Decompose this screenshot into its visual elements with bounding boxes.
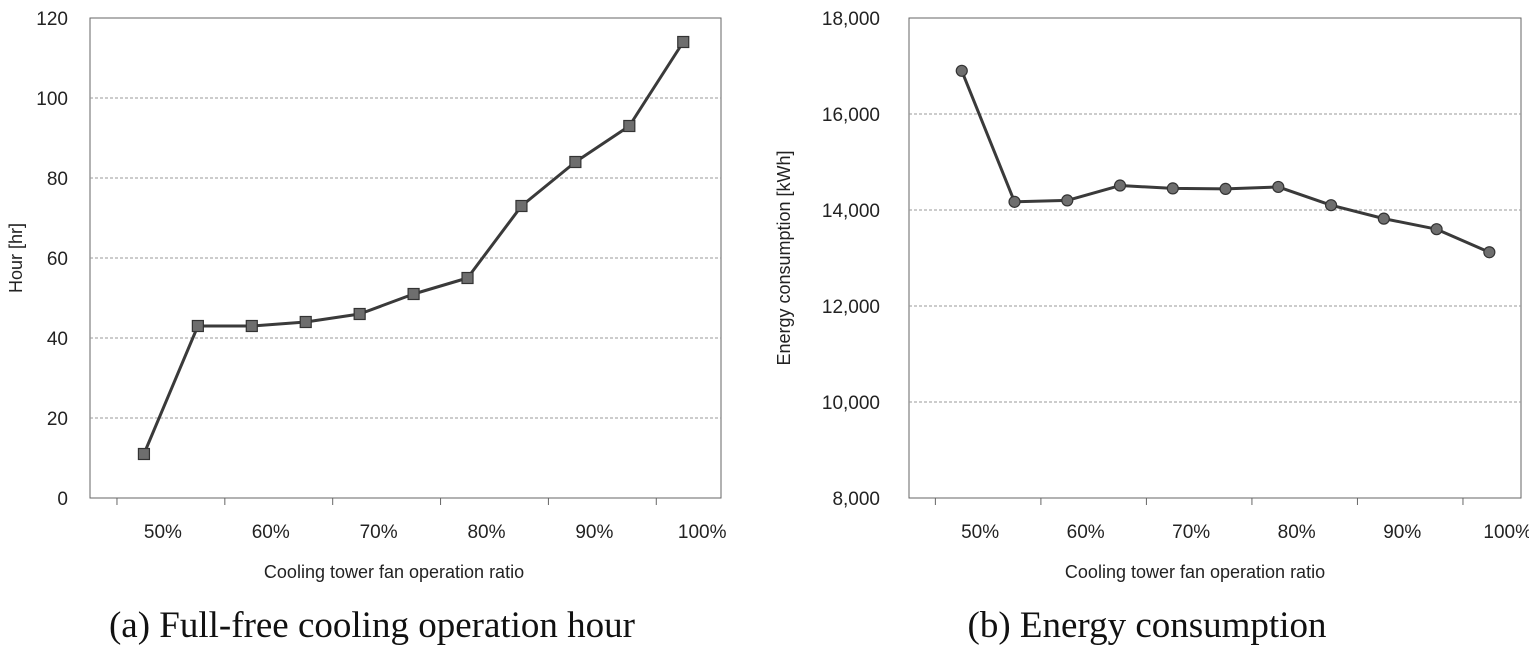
x-tick-label: 60%: [1067, 522, 1105, 543]
data-point: [1008, 195, 1021, 208]
data-point: [1377, 212, 1390, 225]
x-tick-label: 70%: [360, 522, 398, 543]
y-tick-label: 100: [36, 89, 68, 110]
plot-area-b: [908, 17, 1522, 499]
data-point: [1219, 182, 1232, 195]
series-a: [137, 35, 690, 461]
data-point: [677, 35, 690, 49]
data-point: [569, 155, 582, 169]
x-tick-label: 90%: [1383, 522, 1421, 543]
y-tick-label: 20: [47, 409, 68, 430]
x-axis-label-b: Cooling tower fan operation ratio: [1065, 562, 1325, 582]
data-point: [955, 64, 968, 77]
chart-title-b: (b) Energy consumption: [968, 605, 1327, 646]
y-tick-label: 40: [47, 329, 68, 350]
x-tick-labels-b: 50% 60% 70% 80% 90% 100%: [934, 498, 1529, 543]
y-tick-label: 8,000: [832, 489, 880, 510]
gridlines-a: [90, 97, 721, 419]
data-point: [461, 271, 474, 285]
y-tick-label: 80: [47, 169, 68, 190]
data-point: [1272, 180, 1285, 194]
data-point: [1166, 182, 1179, 195]
data-point: [137, 447, 151, 461]
y-tick-label: 60: [47, 249, 68, 270]
chart-title-a: (a) Full-free cooling operation hour: [109, 605, 635, 646]
x-tick-label: 80%: [1278, 522, 1316, 543]
data-point: [623, 119, 636, 133]
data-point: [1430, 223, 1443, 236]
data-point: [353, 307, 366, 321]
y-axis-label-a: Hour [hr]: [6, 223, 26, 293]
y-tick-label: 14,000: [822, 201, 880, 222]
data-point: [1324, 199, 1338, 212]
y-tick-labels-b: 8,000 10,000 12,000 14,000 16,000 18,000: [822, 9, 880, 510]
y-tick-label: 0: [57, 489, 68, 510]
x-tick-label: 90%: [575, 522, 613, 543]
data-point: [1483, 246, 1496, 259]
y-tick-labels-a: 0 20 40 60 80 100 120: [36, 9, 68, 510]
data-point: [1113, 179, 1127, 192]
x-axis-label-a: Cooling tower fan operation ratio: [264, 562, 524, 582]
x-tick-label: 50%: [961, 522, 999, 543]
data-point: [515, 199, 528, 213]
data-point: [407, 287, 420, 301]
gridlines-b: [909, 113, 1521, 403]
y-tick-label: 16,000: [822, 105, 880, 126]
series-b: [955, 64, 1496, 259]
chart-panel-a: 0 20 40 60 80 100 120 50% 60% 70% 80% 90% 100% Cool…: [6, 9, 727, 646]
data-point: [191, 319, 204, 333]
data-point: [299, 315, 312, 329]
y-tick-label: 18,000: [822, 9, 880, 30]
x-tick-label: 100%: [1483, 522, 1529, 543]
y-axis-label-b: Energy consumption [kWh]: [774, 150, 794, 365]
y-tick-label: 12,000: [822, 297, 880, 318]
chart-panel-b: 8,000 10,000 12,000 14,000 16,000 18,000 50% 6…: [774, 9, 1529, 646]
y-tick-label: 10,000: [822, 393, 880, 414]
x-tick-label: 100%: [678, 522, 727, 543]
y-tick-label: 120: [36, 9, 68, 30]
x-tick-label: 50%: [144, 522, 182, 543]
x-tick-label: 80%: [467, 522, 505, 543]
x-tick-label: 60%: [252, 522, 290, 543]
data-point: [1061, 194, 1074, 207]
data-point: [245, 319, 258, 333]
x-tick-label: 70%: [1172, 522, 1210, 543]
x-tick-labels-a: 50% 60% 70% 80% 90% 100%: [116, 498, 727, 543]
